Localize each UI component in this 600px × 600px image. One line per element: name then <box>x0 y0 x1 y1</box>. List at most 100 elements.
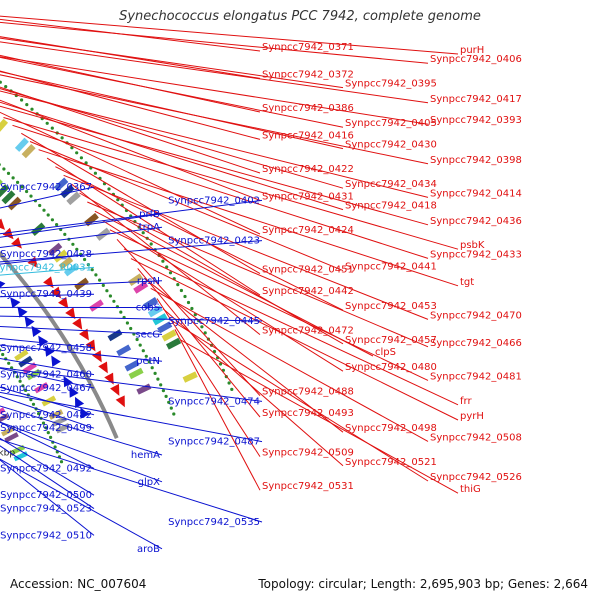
ring-dot <box>30 107 34 111</box>
leader-line <box>94 210 374 357</box>
ring-dot <box>38 203 42 208</box>
ring-dot <box>112 299 116 303</box>
leader-line <box>0 358 95 376</box>
reverse-gene-arrow <box>38 335 49 347</box>
reverse-gene-arrow <box>17 306 28 318</box>
forward-gene-arrow <box>92 350 102 363</box>
cog-block <box>128 367 144 380</box>
ring-dot <box>93 171 97 175</box>
gene-label: Synpcc7942_0372 <box>262 69 354 80</box>
ring-dot <box>186 300 191 305</box>
gene-label: secG <box>135 329 160 340</box>
ring-dot <box>16 180 20 184</box>
ring-dot <box>4 85 8 89</box>
ring-dot <box>230 387 234 391</box>
cog-block <box>53 177 69 192</box>
gene-label: Synpcc7942_0406 <box>430 54 522 65</box>
ring-dot <box>0 163 1 166</box>
gene-label: Synpcc7942_0470 <box>430 310 522 321</box>
gene-label: Synpcc7942_0402 <box>168 195 260 206</box>
ring-dot <box>179 288 183 293</box>
cog-block <box>21 144 36 159</box>
gene-label: Synpcc7942_0509 <box>262 448 354 459</box>
reverse-gene-arrow <box>51 355 61 367</box>
ring-dot <box>37 412 41 416</box>
gene-label: trpA <box>139 222 160 233</box>
cog-block <box>14 137 29 152</box>
leader-line <box>0 111 261 235</box>
gene-label: Synpcc7942_0436 <box>430 216 522 227</box>
gene-label: Synpcc7942_0393 <box>430 115 522 126</box>
gene-label: Synpcc7942_0508 <box>430 432 522 443</box>
cog-block <box>55 422 71 434</box>
gene-label: Synpcc7942_0395 <box>345 79 437 90</box>
leader-line <box>0 280 163 289</box>
cog-block <box>1 190 16 205</box>
leader-line <box>0 74 429 165</box>
gene-label: Synpcc7942_0441 <box>345 262 437 273</box>
cog-block <box>143 297 159 310</box>
leader-line <box>0 36 261 79</box>
forward-gene-arrow <box>11 237 22 249</box>
cog-block <box>4 432 19 443</box>
gene-label: Synpcc7942_0500 <box>0 490 92 501</box>
gene-label: Synpcc7942_0482 <box>0 410 92 421</box>
ring-dot <box>107 187 111 191</box>
gene-label: Synpcc7942_0535 <box>168 517 260 528</box>
cog-block <box>18 355 33 368</box>
gene-label: clpS <box>375 347 396 358</box>
reverse-gene-arrow <box>63 375 73 388</box>
cog-block <box>58 256 74 270</box>
leader-line <box>180 339 459 494</box>
leader-line <box>0 458 163 550</box>
leader-line <box>0 421 163 483</box>
leader-line <box>0 293 95 298</box>
gene-label: frr <box>460 396 472 407</box>
ring-dot <box>55 223 59 227</box>
gene-label: Synpcc7942_0416 <box>262 130 354 141</box>
gene-label: Synpcc7942_0431 <box>262 191 354 202</box>
ring-dot <box>1 352 5 357</box>
gene-label: Synpcc7942_0442 <box>262 286 354 297</box>
leader-line <box>0 41 429 104</box>
leader-line <box>123 248 459 406</box>
ring-dot <box>83 257 87 262</box>
leader-line <box>0 266 95 276</box>
gene-label: thiG <box>460 484 481 495</box>
gene-label: Synpcc7942_0371 <box>262 42 354 53</box>
cog-block <box>26 368 41 381</box>
ring-dot <box>159 383 163 387</box>
gene-label: purH <box>460 45 484 56</box>
gene-label: Synpcc7942_0523 <box>0 504 92 515</box>
ring-dot <box>79 156 83 160</box>
ring-dot <box>149 242 153 246</box>
cog-block <box>128 273 144 287</box>
forward-gene-arrow <box>2 227 14 240</box>
cog-block <box>166 337 182 350</box>
ring-dot <box>45 121 49 125</box>
leader-line <box>130 258 459 421</box>
leader-line <box>0 88 344 189</box>
reverse-gene-arrow <box>80 407 90 419</box>
leader-line <box>0 21 429 64</box>
gene-label: Synpcc7942_0474 <box>168 396 260 407</box>
gene-label: rpsN <box>137 276 160 287</box>
forward-gene-arrow <box>115 395 125 408</box>
gene-label: Synpcc7942_0472 <box>262 326 354 337</box>
ring-dot <box>53 445 57 449</box>
cog-block <box>66 191 81 206</box>
ring-dot <box>227 381 231 385</box>
leader-line <box>12 124 429 259</box>
leader-line <box>150 287 429 442</box>
gene-label: Synpcc7942_0423 <box>168 236 260 247</box>
ring-dot <box>161 389 165 393</box>
ring-dot <box>84 161 88 165</box>
ring-dot <box>75 151 79 155</box>
cog-block <box>0 184 10 198</box>
gene-label: Synpcc7942_0493 <box>262 408 354 419</box>
ring-dot <box>7 361 11 365</box>
ring-dot <box>41 421 46 425</box>
leader-line <box>0 395 95 429</box>
gene-label: Synpcc7942_0531 <box>262 481 354 492</box>
